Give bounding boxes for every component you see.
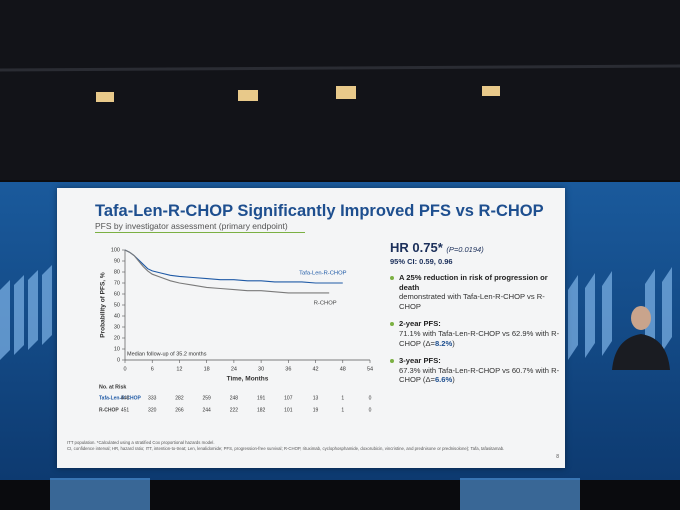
risk-count: 1 [341, 407, 344, 413]
risk-count: 451 [121, 407, 130, 413]
stage-light [482, 86, 500, 96]
footnotes: ITT population. *Calculated using a stra… [67, 440, 547, 452]
x-tick-label: 30 [258, 366, 264, 372]
x-tick-label: 24 [231, 366, 237, 372]
x-tick-label: 12 [176, 366, 182, 372]
risk-count: 448 [121, 395, 130, 401]
risk-count: 266 [175, 407, 184, 413]
slide-title: Tafa-Len-R-CHOP Significantly Improved P… [95, 202, 544, 220]
footnote: ITT population. *Calculated using a stra… [67, 440, 215, 445]
risk-count: 259 [202, 395, 211, 401]
stripes-left [0, 265, 52, 360]
risk-count: 191 [257, 395, 266, 401]
bullet-heading: 2-year PFS: [399, 319, 441, 329]
footnote: CI, confidence interval; HR, hazard rati… [67, 445, 505, 451]
results-panel: HR 0.75* (P=0.0194) 95% CI: 0.59, 0.96 A… [390, 240, 560, 392]
bullet-end: ) [452, 375, 455, 385]
annotation: Median follow-up of 35.2 months [127, 351, 207, 357]
risk-count: 282 [175, 395, 184, 401]
risk-row-name: R-CHOP [99, 407, 119, 413]
bullet-text: 67.3% with Tafa-Len-R-CHOP vs 60.7% with… [399, 365, 560, 385]
x-tick-label: 54 [367, 366, 373, 372]
hazard-ratio: HR 0.75* (P=0.0194) [390, 240, 560, 257]
subtitle-rule [95, 232, 305, 233]
y-tick-label: 100 [111, 247, 120, 253]
risk-count: 333 [148, 395, 157, 401]
x-axis-label: Time, Months [227, 376, 269, 383]
x-tick-label: 36 [285, 366, 291, 372]
risk-count: 107 [284, 395, 293, 401]
bullet: 2-year PFS: 71.1% with Tafa-Len-R-CHOP vs… [390, 319, 560, 349]
bullet-heading: 3-year PFS: [399, 355, 441, 365]
x-tick-label: 0 [123, 366, 126, 372]
risk-count: 1 [341, 395, 344, 401]
risk-count: 0 [369, 395, 372, 401]
y-tick-label: 40 [114, 313, 120, 319]
bullet-highlight: 6.6% [434, 375, 453, 385]
bullet-text: demonstrated with Tafa-Len-R-CHOP vs R-C… [399, 292, 545, 312]
hr-label: HR 0.75* [390, 240, 443, 255]
risk-table-title: No. at Risk [99, 384, 126, 390]
speaker [612, 306, 670, 370]
y-tick-label: 80 [114, 269, 120, 275]
x-tick-label: 18 [204, 366, 210, 372]
x-tick-label: 6 [151, 366, 154, 372]
truss [0, 64, 680, 72]
risk-count: 320 [148, 407, 157, 413]
confidence-interval: 95% CI: 0.59, 0.96 [390, 256, 453, 266]
x-tick-label: 42 [312, 366, 318, 372]
risk-count: 0 [369, 407, 372, 413]
x-tick-label: 48 [340, 366, 346, 372]
bullet: A 25% reduction in risk of progression o… [390, 273, 560, 312]
risk-count: 222 [230, 407, 239, 413]
y-axis-label: Probability of PFS, % [100, 272, 107, 338]
stage-light [238, 90, 258, 101]
p-value: (P=0.0194) [446, 245, 484, 254]
slide: Tafa-Len-R-CHOP Significantly Improved P… [57, 188, 565, 468]
stripes-bottom [50, 478, 580, 510]
slide-subtitle: PFS by investigator assessment (primary … [95, 221, 288, 231]
page-number: 8 [556, 454, 559, 460]
risk-count: 182 [257, 407, 266, 413]
bullet-lead: A 25% reduction in risk of progression o… [399, 272, 548, 292]
legend-label: Tafa-Len-R-CHOP [299, 271, 346, 277]
survival-curve [124, 249, 330, 294]
risk-count: 13 [313, 395, 319, 401]
y-tick-label: 70 [114, 280, 120, 286]
bullet-highlight: 8.2% [434, 338, 453, 348]
y-tick-label: 60 [114, 291, 120, 297]
y-tick-label: 90 [114, 258, 120, 264]
risk-count: 244 [202, 407, 211, 413]
legend-label: R-CHOP [314, 300, 337, 306]
stage-light [96, 92, 114, 102]
risk-row-name: Tafa-Len-R-CHOP [99, 395, 142, 401]
stripes-right [568, 267, 672, 360]
y-tick-label: 10 [114, 346, 120, 352]
y-tick-label: 50 [114, 302, 120, 308]
y-tick-label: 30 [114, 324, 120, 330]
survival-curve [124, 249, 343, 284]
bullet-end: ) [452, 338, 455, 348]
y-tick-label: 0 [117, 357, 120, 363]
bullet-list: A 25% reduction in risk of progression o… [390, 273, 560, 386]
y-tick-label: 20 [114, 335, 120, 341]
bullet: 3-year PFS: 67.3% with Tafa-Len-R-CHOP vs… [390, 356, 560, 386]
stage-light [336, 86, 356, 99]
bullet-text: 71.1% with Tafa-Len-R-CHOP vs 62.9% with… [399, 328, 560, 348]
risk-count: 19 [313, 407, 319, 413]
risk-count: 248 [230, 395, 239, 401]
risk-count: 101 [284, 407, 293, 413]
